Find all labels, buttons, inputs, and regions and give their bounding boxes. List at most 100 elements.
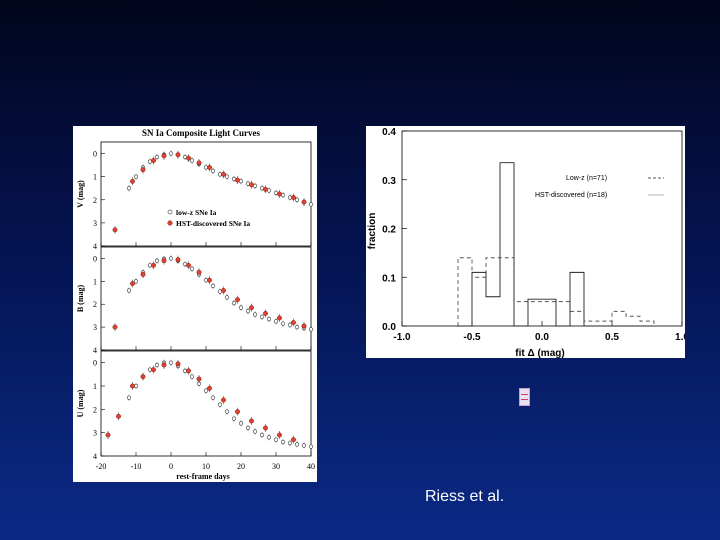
low-z-point (287, 322, 293, 327)
y-tick-label: 4 (93, 452, 97, 461)
y-tick-label: 0 (93, 150, 97, 159)
low-z-point (168, 151, 174, 156)
low-z-point (245, 425, 251, 431)
hst-point (140, 272, 146, 277)
hst-point (291, 320, 296, 325)
low-z-point (245, 308, 251, 314)
x-tick-label: -20 (96, 462, 107, 471)
y-tick-label: 0 (93, 254, 97, 263)
low-z-point (231, 416, 237, 421)
low-z-point (189, 158, 195, 163)
hst-point (186, 155, 191, 161)
low-z-point (308, 202, 314, 207)
hst-point (196, 160, 202, 166)
y-tick-label: 2 (93, 405, 97, 414)
x-tick-label: 40 (307, 462, 315, 471)
y-tick-label: 3 (93, 429, 97, 438)
y-tick-label: 1 (93, 382, 97, 391)
hst-point (130, 281, 135, 287)
low-z-point (294, 442, 300, 447)
y-tick-label: 2 (93, 300, 97, 309)
hst-point (249, 418, 254, 424)
low-z-point (203, 388, 209, 393)
x-tick-label: 0.5 (605, 332, 619, 343)
low-z-point (133, 279, 139, 284)
low-z-point (308, 444, 314, 449)
low-z-point (154, 154, 160, 160)
y-tick-label: 3 (93, 323, 97, 332)
x-tick-label: 0.0 (535, 332, 549, 343)
light-curves-legend: low-z SNe Ia HST-discovered SNe Ia (167, 208, 250, 228)
x-tick-label: 20 (237, 462, 245, 471)
light-curve-panel: 0 1 2 3 4 B (mag) (76, 246, 314, 355)
low-z-point (266, 317, 272, 322)
low-z-point (154, 258, 160, 263)
hst-point (221, 397, 226, 403)
hst-point (112, 324, 118, 330)
hst-point (161, 258, 167, 264)
hst-point (130, 383, 135, 389)
low-z-point (238, 305, 244, 310)
low-z-point (133, 174, 139, 179)
hst-point (196, 269, 202, 275)
histogram-legend: Low-z (n=71) HST-discovered (n=18) (535, 175, 664, 199)
low-z-point (126, 288, 132, 293)
y-axis-label: U (mag) (76, 389, 85, 417)
hst-point (116, 413, 121, 419)
low-z-point (189, 266, 195, 271)
y-tick-label: 4 (93, 346, 97, 355)
hst-point (151, 158, 156, 163)
hst-point (301, 199, 307, 205)
y-tick-label: 0.0 (382, 322, 396, 333)
x-tick-label: 1.0 (675, 332, 685, 343)
histogram-xlabel: fit Δ (mag) (515, 348, 564, 358)
hst-point (161, 153, 167, 159)
hst-point (175, 152, 181, 158)
low-z-point (217, 402, 223, 407)
residual-histogram-figure: fit Δ (mag) fraction Low-z (n=71) HST-di… (366, 126, 685, 358)
low-z-point (210, 395, 216, 400)
hst-point (263, 425, 268, 431)
hst-point (291, 437, 296, 443)
low-z-point (224, 295, 230, 300)
low-z-point (280, 321, 286, 326)
histogram-axes: -1.0 -0.5 0.0 0.5 1.0 0.0 0.1 0.2 0.3 0.4 (382, 127, 685, 343)
low-z-point (126, 186, 132, 191)
legend-label-hst: HST-discovered SNe Ia (176, 219, 250, 228)
hst-point (277, 315, 282, 321)
low-z-point (168, 360, 174, 365)
y-tick-label: 0.4 (382, 127, 396, 138)
panel-frame (100, 246, 312, 351)
y-axis-label: B (mag) (76, 285, 85, 313)
light-curve-panel: 0 1 2 3 4 V (mag) (76, 141, 314, 251)
hst-point (235, 297, 240, 303)
x-tick-label: -10 (131, 462, 142, 471)
hst-point (151, 262, 156, 268)
low-z-point (154, 362, 160, 368)
x-tick-label: -0.5 (463, 332, 481, 343)
residual-histogram-chart: fit Δ (mag) fraction Low-z (n=71) HST-di… (367, 127, 685, 358)
y-tick-label: 0.3 (382, 176, 396, 187)
x-tick-label: 0 (169, 462, 173, 471)
low-z-point (210, 283, 216, 289)
low-z-point (280, 439, 286, 445)
y-tick-label: 3 (93, 219, 97, 228)
hst-point (140, 374, 146, 380)
legend-label-low-z: low-z SNe Ia (176, 208, 217, 217)
low-z-point (273, 437, 279, 442)
y-axis-label: V (mag) (76, 180, 85, 208)
hst-point (207, 277, 212, 283)
legend-label-hst-hist: HST-discovered (n=18) (535, 192, 607, 199)
light-curves-chart: SN Ia Composite Light Curves rest-frame … (76, 128, 315, 481)
histogram-ylabel: fraction (367, 213, 378, 250)
low-z-point (294, 325, 300, 330)
low-z-point (287, 441, 293, 446)
low-z-point (301, 443, 307, 448)
low-z-point (252, 429, 258, 434)
histogram-frame (401, 130, 683, 327)
low-z-point (308, 327, 314, 332)
hst-point (186, 262, 191, 268)
hst-point (161, 362, 167, 368)
low-z-point (266, 435, 272, 440)
hst-point (249, 305, 254, 311)
